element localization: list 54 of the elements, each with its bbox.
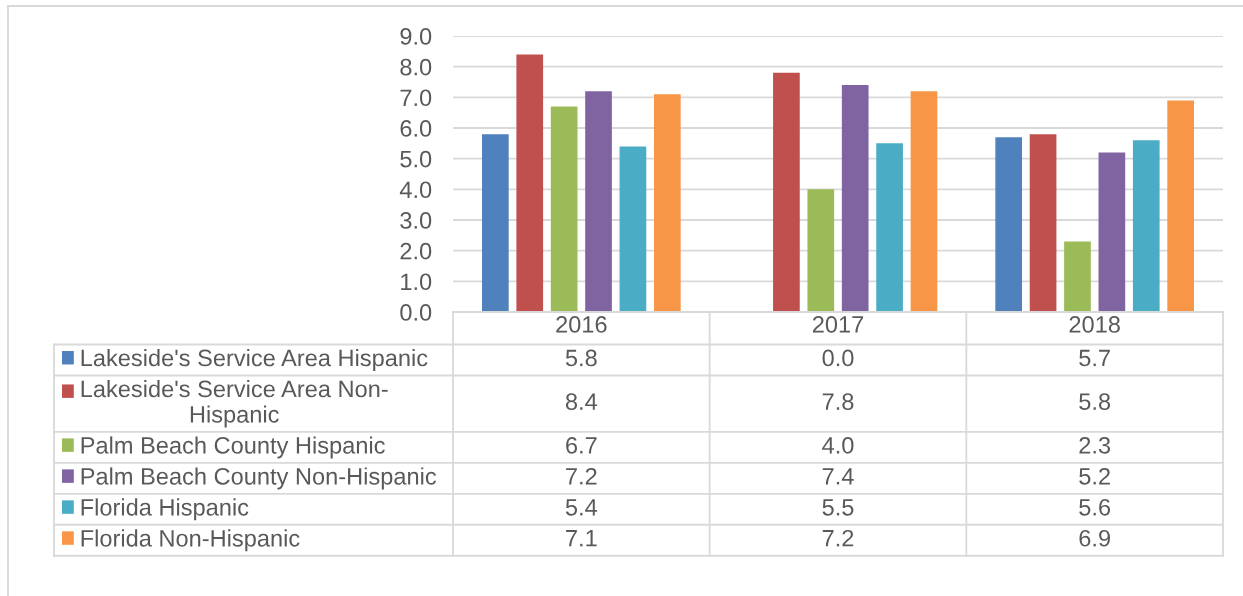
bar [1132, 140, 1160, 312]
data-label: 5.4 [565, 499, 598, 516]
data-label: 6.9 [1079, 529, 1110, 547]
bar [807, 189, 835, 312]
y-tick-label: 6.0 [400, 120, 432, 137]
bar [516, 54, 544, 312]
legend-label: Lakeside's Service Area Non-Hispanic [81, 379, 388, 428]
bar [995, 137, 1023, 312]
data-label: 5.7 [1079, 349, 1110, 367]
data-label: 5.2 [1079, 467, 1110, 485]
x-tick-label: 2016 [556, 316, 607, 333]
y-tick-label: 2.0 [400, 242, 432, 260]
legend-label: Florida Non-Hispanic [81, 529, 300, 552]
bar [773, 72, 800, 312]
bar [876, 143, 903, 312]
bar [585, 91, 612, 312]
data-label: 5.5 [822, 499, 854, 516]
data-label: 7.4 [822, 468, 854, 485]
data-label: 7.1 [566, 530, 597, 547]
bar [841, 85, 869, 312]
data-label: 6.7 [566, 436, 597, 454]
data-label: 7.2 [822, 529, 854, 547]
bar [550, 106, 578, 312]
bar [1167, 100, 1194, 312]
legend-label: Florida Hispanic [81, 498, 249, 521]
bar [653, 94, 681, 312]
data-label: 5.6 [1079, 498, 1111, 516]
x-tick-label: 2017 [812, 316, 864, 333]
bar [1064, 241, 1091, 312]
y-tick-label: 4.0 [399, 181, 432, 199]
data-label: 8.4 [565, 393, 598, 411]
y-tick-label: 9.0 [400, 28, 432, 45]
y-tick-label: 3.0 [400, 212, 432, 229]
data-label: 4.0 [822, 436, 854, 454]
bar [619, 146, 647, 312]
data-label: 0.0 [822, 349, 854, 367]
data-label: 2.3 [1079, 436, 1111, 454]
data-label: 5.8 [565, 349, 597, 367]
y-tick-label: 8.0 [400, 58, 432, 76]
x-tick-label: 2018 [1069, 316, 1120, 333]
y-tick-label: 1.0 [401, 273, 432, 291]
y-tick-label: 7.0 [400, 89, 432, 107]
bar [1029, 134, 1057, 312]
y-tick-label: 5.0 [400, 150, 432, 168]
bar [910, 91, 938, 312]
y-tick-label: 0.0 [400, 304, 432, 321]
bar [1098, 152, 1126, 312]
legend-label: Lakeside's Service Area Hispanic [81, 349, 428, 372]
data-label: 7.8 [822, 393, 854, 411]
bar [482, 134, 509, 312]
legend-label: Palm Beach County Non-Hispanic [81, 467, 437, 490]
data-label: 7.2 [566, 467, 597, 485]
data-label: 5.8 [1079, 393, 1111, 411]
legend-label: Palm Beach County Hispanic [81, 436, 385, 459]
